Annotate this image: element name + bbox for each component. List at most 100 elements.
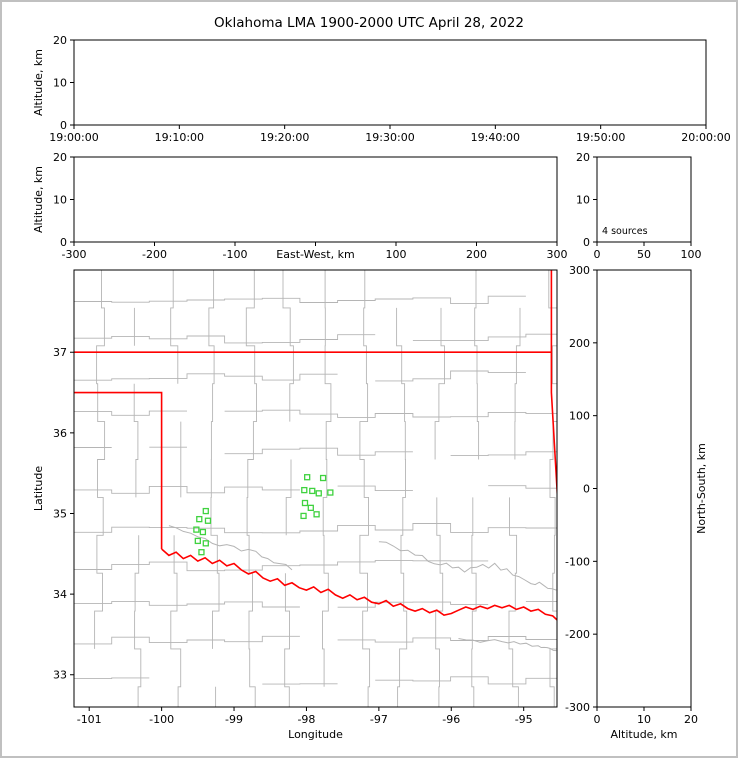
tick-label: 35 xyxy=(53,507,67,520)
county-line xyxy=(74,409,557,418)
county-line xyxy=(74,446,557,457)
axis-label: Latitude xyxy=(32,466,45,512)
source-marker xyxy=(199,528,207,536)
tick-label: -97 xyxy=(370,713,388,726)
tick-label: -100 xyxy=(149,713,174,726)
tick-label: 0 xyxy=(583,483,590,496)
tick-label: 10 xyxy=(576,194,590,207)
tick-label: -300 xyxy=(62,248,87,261)
tick-label: 0 xyxy=(594,713,601,726)
tick-label: 19:10:00 xyxy=(155,131,204,144)
county-line xyxy=(74,635,557,645)
tick-label: 20 xyxy=(53,34,67,47)
axis-label: Altitude, km xyxy=(610,728,677,741)
tick-label: 0 xyxy=(60,236,67,249)
source-markers xyxy=(193,474,334,556)
county-line xyxy=(359,270,371,707)
tick-label: 36 xyxy=(53,427,67,440)
source-marker xyxy=(204,517,212,524)
tick-label: 100 xyxy=(681,248,702,261)
county-line xyxy=(508,307,521,707)
state-border-segment xyxy=(74,391,163,549)
source-marker xyxy=(193,526,200,533)
axis-label: East-West, km xyxy=(276,248,354,261)
tick-label: 0 xyxy=(583,236,590,249)
tick-label: 10 xyxy=(53,77,67,90)
map-content xyxy=(74,270,557,707)
tick-label: 100 xyxy=(569,410,590,423)
plot-title: Oklahoma LMA 1900-2000 UTC April 28, 202… xyxy=(214,15,524,31)
panel-frame xyxy=(73,269,558,708)
county-line xyxy=(396,307,408,707)
source-marker xyxy=(327,489,334,496)
river-line xyxy=(168,525,293,571)
source-marker xyxy=(194,537,201,545)
source-marker xyxy=(196,515,203,523)
tick-label: 19:40:00 xyxy=(471,131,520,144)
tick-label: 19:20:00 xyxy=(260,131,309,144)
tick-label: 33 xyxy=(53,669,67,682)
county-line xyxy=(74,523,557,534)
tick-label: 34 xyxy=(53,588,67,601)
source-marker xyxy=(304,474,311,481)
county-line xyxy=(74,560,489,572)
tick-label: 0 xyxy=(594,248,601,261)
source-marker xyxy=(309,487,316,495)
county-line xyxy=(94,270,106,649)
river-line xyxy=(378,541,557,591)
panel-time-height: 19:00:00 19:10:00 19:20:00 19:30:00 19:40:00… xyxy=(32,34,731,144)
panel-height-histogram: 0 50 100 0 10 20 4 sources xyxy=(576,151,702,261)
county-line xyxy=(74,601,557,608)
tick-label: -200 xyxy=(565,628,590,641)
county-line xyxy=(471,270,480,707)
tick-label: 300 xyxy=(569,264,590,277)
tick-label: 200 xyxy=(569,337,590,350)
tick-label: 0 xyxy=(60,119,67,132)
county-line xyxy=(74,485,557,494)
county-line xyxy=(74,333,557,344)
county-line xyxy=(282,270,294,707)
river-lines xyxy=(168,525,557,652)
tick-label: 100 xyxy=(386,248,407,261)
tick-label: 20:00:00 xyxy=(681,131,730,144)
tick-label: 20 xyxy=(684,713,698,726)
tick-label: -98 xyxy=(297,713,315,726)
tick-label: 50 xyxy=(637,248,651,261)
river-line xyxy=(458,638,557,652)
source-marker xyxy=(315,490,322,497)
source-marker xyxy=(202,540,209,547)
annotation-sources-count: 4 sources xyxy=(602,226,648,237)
county-line xyxy=(74,676,557,685)
tick-label: -95 xyxy=(515,713,533,726)
axis-label: Altitude, km xyxy=(32,49,45,116)
tick-label: -300 xyxy=(565,701,590,714)
tick-label: 10 xyxy=(53,194,67,207)
tick-label: 300 xyxy=(547,248,568,261)
state-border-segment xyxy=(550,270,557,503)
tick-label: -200 xyxy=(142,248,167,261)
tick-label: 10 xyxy=(637,713,651,726)
county-line xyxy=(74,370,526,382)
axis-label: Longitude xyxy=(288,728,343,741)
county-line xyxy=(74,295,526,305)
source-marker xyxy=(301,499,309,507)
tick-label: 20 xyxy=(576,151,590,164)
source-marker xyxy=(301,486,308,494)
panel-plan-view: -101 -100 -99 -98 -97 -96 -95 33 34 35 36 37 Longitu… xyxy=(32,269,558,741)
state-border xyxy=(74,270,557,621)
source-marker xyxy=(307,504,314,512)
axis-label: Altitude, km xyxy=(32,166,45,233)
tick-label: 37 xyxy=(53,346,67,359)
county-line xyxy=(322,270,332,687)
axis-label: North-South, km xyxy=(695,443,708,534)
tick-label: -99 xyxy=(225,713,243,726)
source-marker xyxy=(313,511,320,518)
tick-label: -100 xyxy=(223,248,248,261)
source-marker xyxy=(319,474,327,482)
tick-label: 19:30:00 xyxy=(365,131,414,144)
tick-label: 20 xyxy=(53,151,67,164)
county-line xyxy=(208,270,220,707)
source-marker xyxy=(300,512,307,520)
